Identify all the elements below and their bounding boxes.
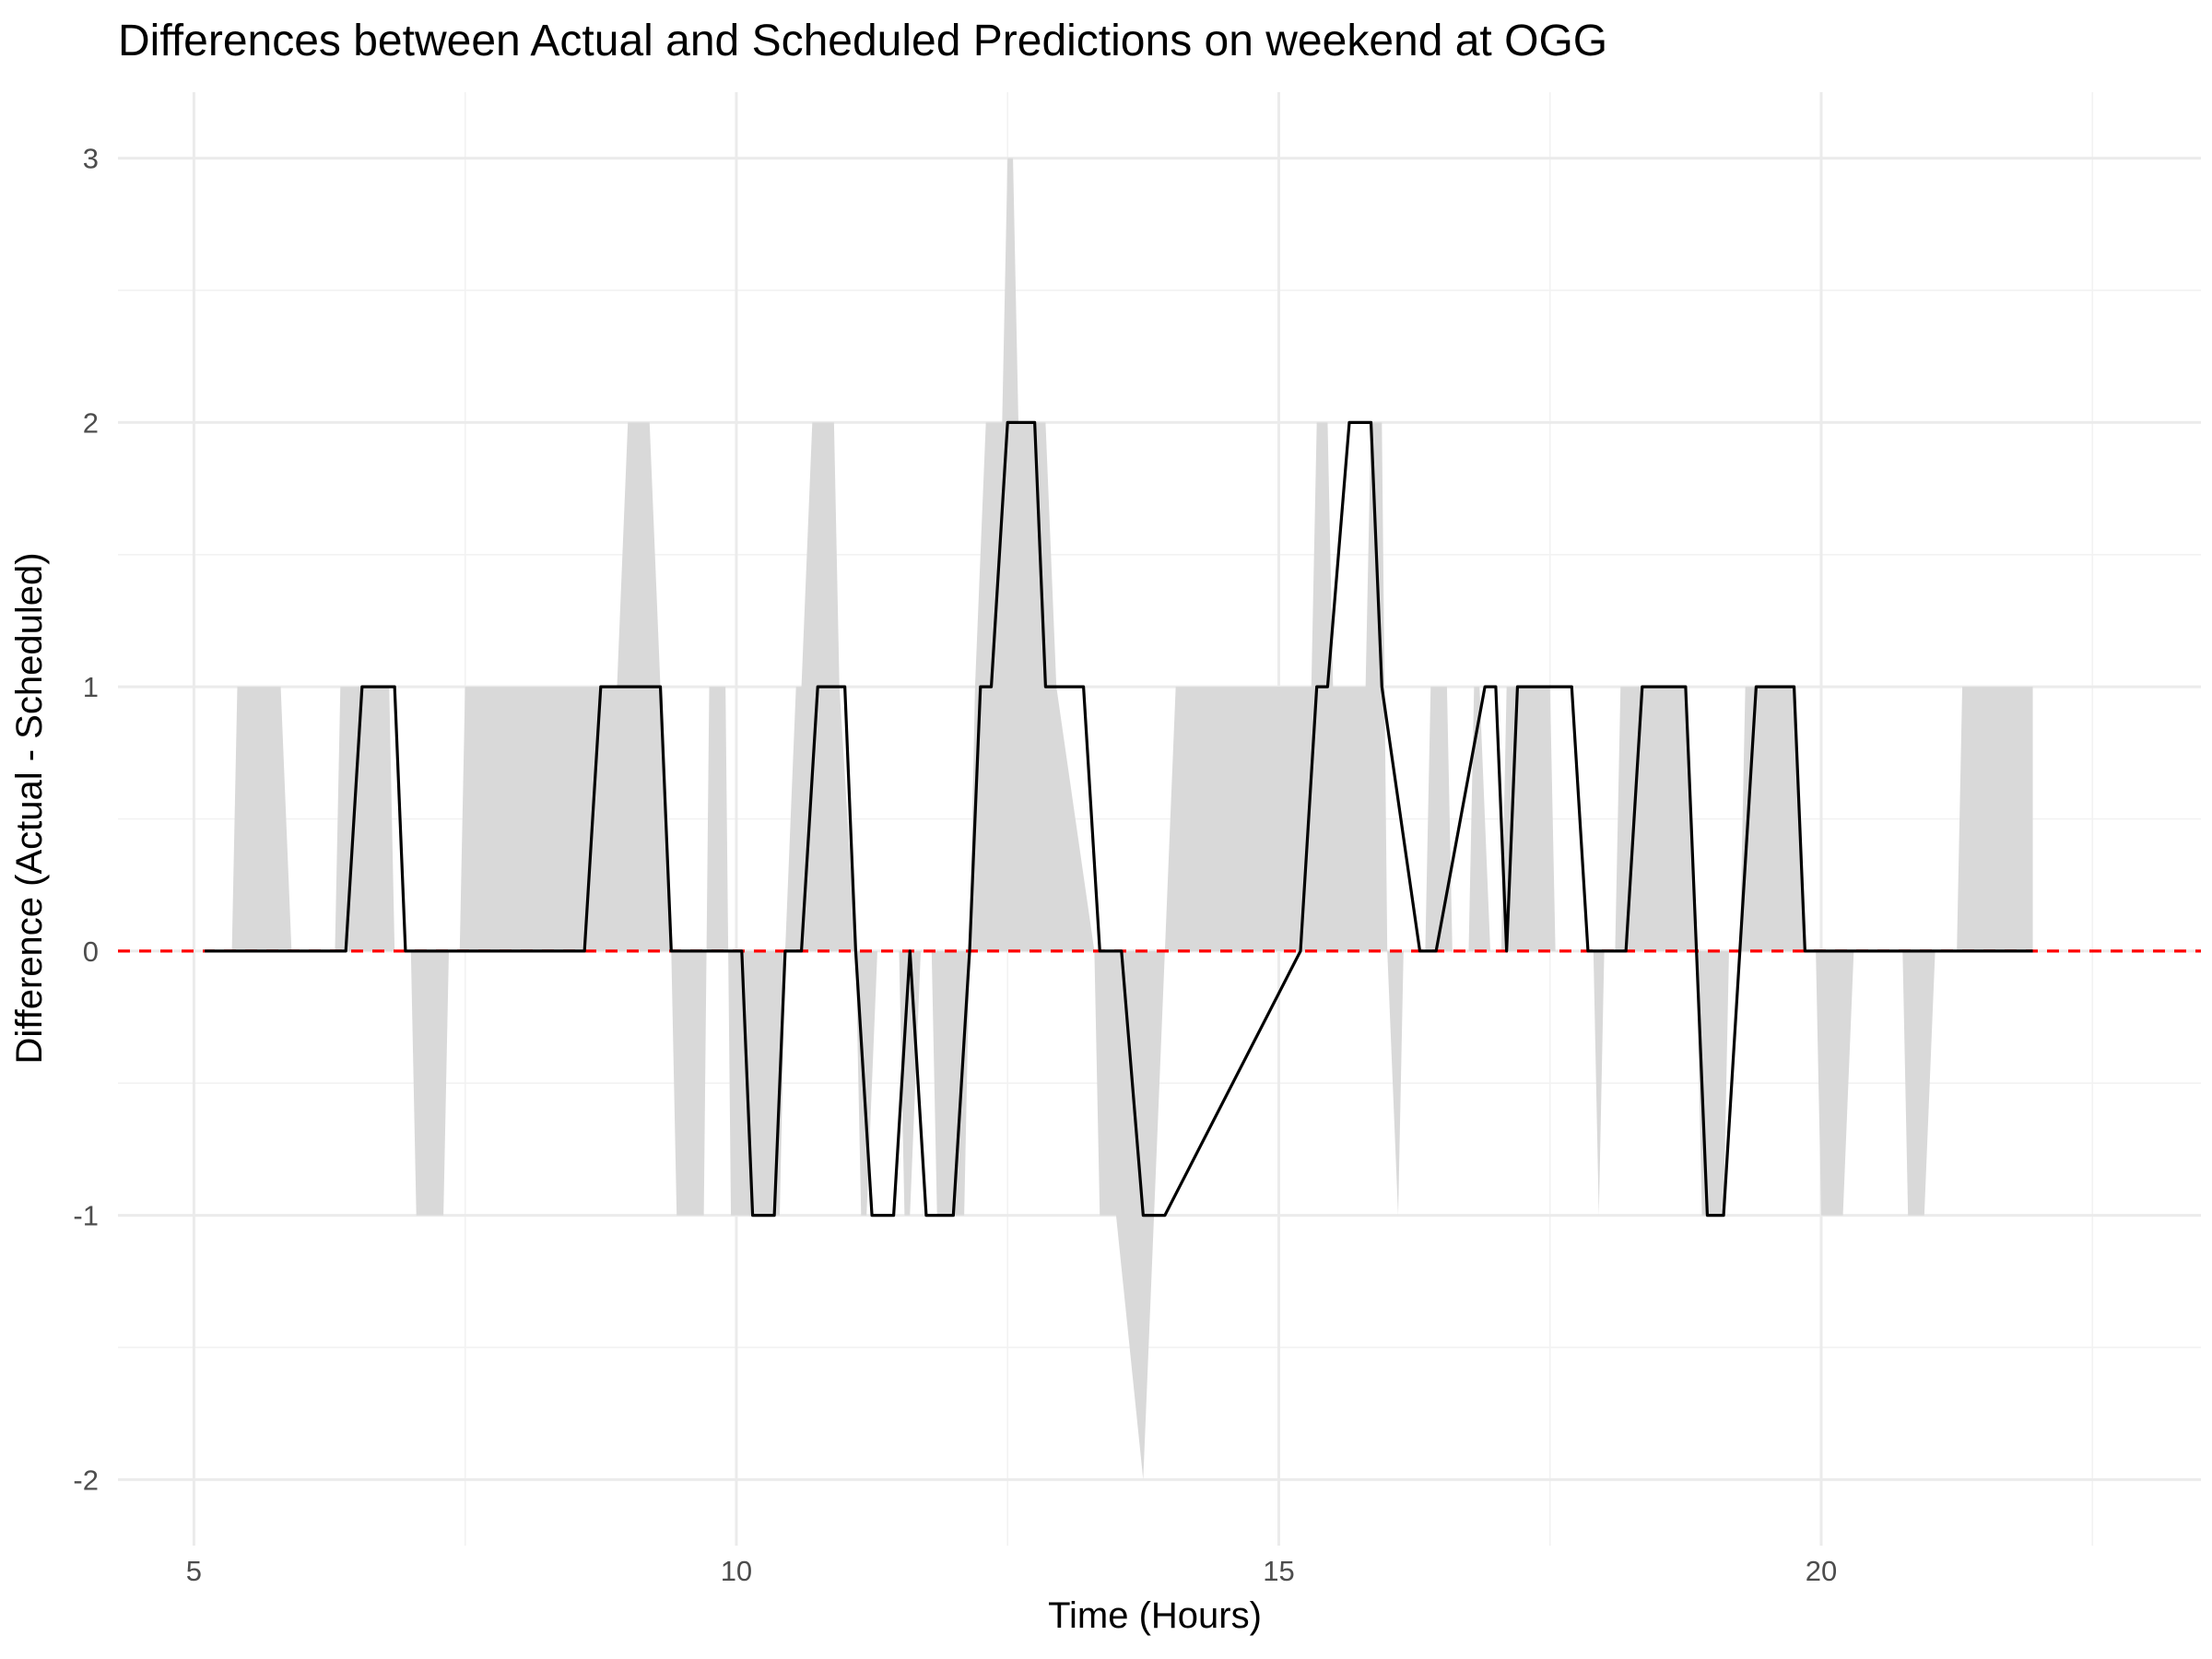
y-tick-label: 1	[83, 671, 99, 703]
x-axis-label: Time (Hours)	[1048, 1595, 1262, 1636]
difference-series	[205, 420, 2033, 1218]
y-tick-label: 0	[83, 935, 99, 968]
y-axis-label: Difference (Actual - Scheduled)	[9, 552, 50, 1064]
chart-title: Differences between Actual and Scheduled…	[118, 17, 1607, 65]
y-tick-label: 3	[83, 143, 99, 175]
x-tick-label: 20	[1806, 1555, 1837, 1587]
y-axis-ticks: -2 -1 0 1 2 3	[73, 143, 99, 1497]
x-tick-label: 15	[1263, 1555, 1294, 1587]
series-line-0	[205, 420, 2033, 1218]
x-tick-label: 5	[186, 1555, 202, 1587]
x-axis-ticks: 5 10 15 20	[186, 1555, 1837, 1587]
y-tick-label: -2	[73, 1464, 99, 1496]
range-band	[205, 158, 2033, 1480]
y-tick-label: 2	[83, 406, 99, 439]
x-tick-label: 10	[721, 1555, 752, 1587]
band-area	[205, 158, 2033, 1480]
major-gridlines	[118, 92, 2201, 1546]
y-tick-label: -1	[73, 1200, 99, 1232]
